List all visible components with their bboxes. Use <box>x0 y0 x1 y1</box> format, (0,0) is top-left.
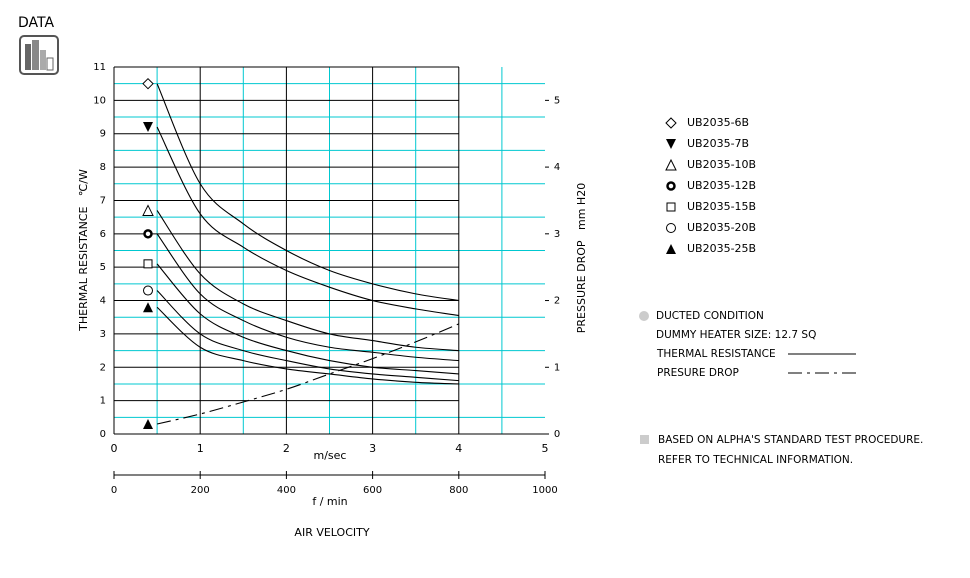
y-tick-label: 4 <box>100 296 106 307</box>
series-marker <box>143 122 153 133</box>
series-line <box>156 126 459 317</box>
series-line <box>156 83 459 302</box>
legend-label: UB2035-20B <box>687 221 756 234</box>
y2-tick-label: 2 <box>554 296 560 307</box>
legend-marker <box>666 223 676 233</box>
legend-marker <box>666 244 676 254</box>
x2-tick-label: 400 <box>277 485 296 496</box>
series-marker <box>143 302 153 313</box>
legend-label: UB2035-12B <box>687 179 756 192</box>
y-tick-label: 10 <box>93 95 106 106</box>
x-tick-label: 1 <box>197 442 204 455</box>
series-marker <box>142 77 154 90</box>
y-tick-label: 7 <box>100 195 106 206</box>
series-line <box>156 290 459 382</box>
y-tick-label: 8 <box>100 162 106 173</box>
y2-tick-label: 5 <box>554 95 560 106</box>
x-tick-label: 3 <box>369 442 376 455</box>
legend-marker <box>665 117 677 129</box>
y2-tick-label: 0 <box>554 429 560 440</box>
y2-label: PRESSURE DROP mm H20 <box>575 183 588 333</box>
legend-marker <box>666 181 676 191</box>
legend-marker <box>665 158 677 171</box>
x2-tick-label: 0 <box>111 485 117 496</box>
series-line <box>156 306 459 385</box>
y-tick-label: 2 <box>100 362 106 373</box>
x2-tick-label: 800 <box>449 485 468 496</box>
data-icon <box>19 35 59 75</box>
series-marker <box>143 259 153 269</box>
y-label: THERMAL RESISTANCE ℃/W <box>77 169 90 332</box>
series-line <box>156 323 460 425</box>
series-line <box>156 210 459 352</box>
y-tick-label: 1 <box>100 396 106 407</box>
legend-label: UB2035-10B <box>687 158 756 171</box>
series-marker <box>142 204 154 216</box>
footnote: BASED ON ALPHA'S STANDARD TEST PROCEDURE… <box>658 434 923 446</box>
legend-label: UB2035-6B <box>687 116 749 129</box>
note: DUCTED CONDITION <box>656 310 764 322</box>
x-tick-label: 2 <box>283 442 290 455</box>
series-line <box>156 233 459 362</box>
y2-tick-label: 3 <box>554 229 560 240</box>
y-tick-label: 5 <box>100 262 106 273</box>
y-tick-label: 11 <box>93 62 106 73</box>
y-tick-label: 6 <box>100 229 106 240</box>
legend-label: UB2035-15B <box>687 200 756 213</box>
series-marker <box>143 285 153 296</box>
y-tick-label: 3 <box>100 329 106 340</box>
x-tick-label: 5 <box>542 442 549 455</box>
y2-tick-label: 4 <box>554 162 560 173</box>
series-marker <box>143 418 153 429</box>
axis-title: AIR VELOCITY <box>294 526 369 539</box>
x2-tick-label: 600 <box>363 485 382 496</box>
x2-tick-label: 1000 <box>532 485 557 496</box>
legend-label: UB2035-7B <box>687 137 749 150</box>
header: DATA <box>18 15 54 31</box>
legend-marker <box>666 202 676 212</box>
series-line <box>156 263 459 375</box>
x-tick-label: 4 <box>455 442 462 455</box>
y-tick-label: 0 <box>100 429 106 440</box>
legend-marker <box>666 139 676 149</box>
line-legend-label: THERMAL RESISTANCE <box>656 348 776 360</box>
note-bullet <box>639 311 649 321</box>
y2-tick-label: 1 <box>554 362 560 373</box>
line-legend-label: PRESURE DROP <box>657 367 739 379</box>
x2-label: f / min <box>312 495 347 508</box>
y-tick-label: 9 <box>100 129 106 140</box>
x2-tick-label: 200 <box>191 485 210 496</box>
legend-label: UB2035-25B <box>687 242 756 255</box>
footnote: REFER TO TECHNICAL INFORMATION. <box>658 454 853 466</box>
x-tick-label: 0 <box>111 442 118 455</box>
series-marker <box>143 229 153 239</box>
footnote-bullet <box>640 435 649 444</box>
x-label: m/sec <box>314 449 347 462</box>
note: DUMMY HEATER SIZE: 12.7 SQ <box>656 329 816 341</box>
